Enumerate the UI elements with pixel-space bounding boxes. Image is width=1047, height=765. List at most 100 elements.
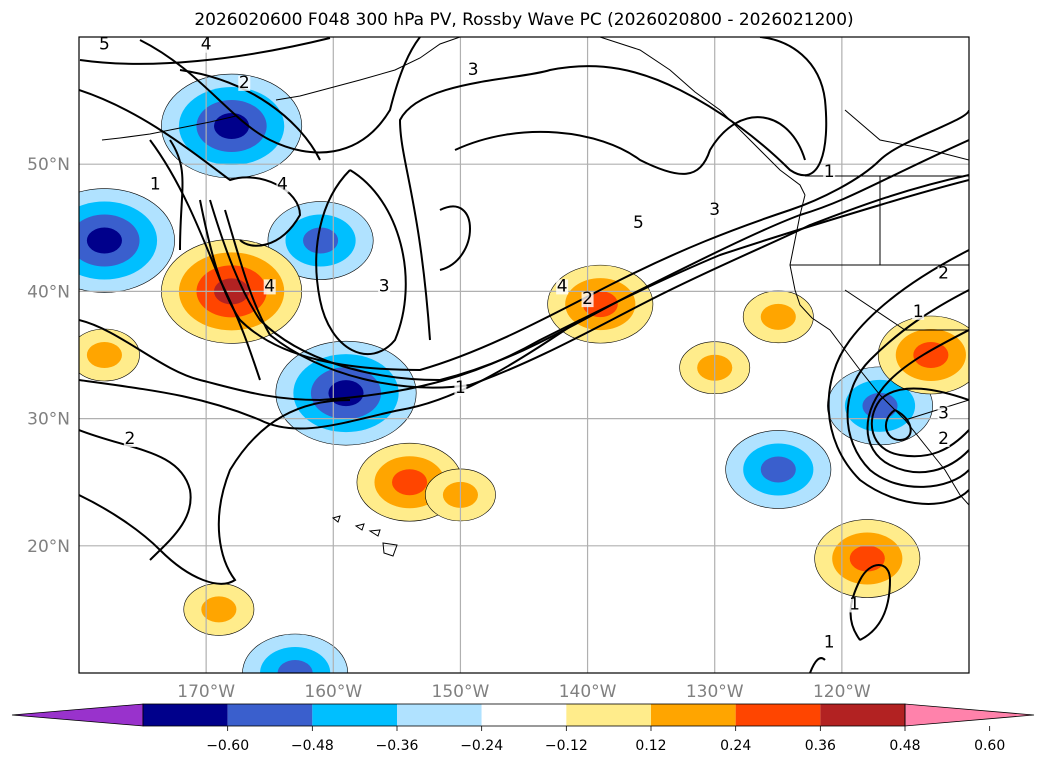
contour-label-bg <box>848 597 861 613</box>
contour-label: 3 <box>468 60 479 80</box>
pv-contour-line <box>79 319 581 430</box>
negative-anomaly <box>79 188 175 293</box>
colorbar-extend-high <box>904 703 1035 727</box>
lon-tick-label: 150°W <box>432 682 490 702</box>
lat-tick-label: 50°N <box>27 155 70 175</box>
aleutian-islands <box>101 115 237 141</box>
map-frame <box>78 36 970 674</box>
contour-label-bg <box>238 75 251 91</box>
contour-label-bg <box>556 279 569 295</box>
anomaly-level <box>86 342 122 368</box>
negative-anomaly <box>725 430 832 509</box>
anomaly-level <box>849 545 885 572</box>
contour-label: 2 <box>124 429 135 449</box>
colorbar-tick-label: −0.60 <box>206 738 249 754</box>
colorbar-tick-label: 0.48 <box>889 738 920 754</box>
colorbar-segment <box>312 704 397 726</box>
contour-label: 2 <box>938 264 949 284</box>
gridlines <box>79 37 969 673</box>
hawaii-4 <box>382 542 398 557</box>
colorbar-extend-low <box>11 703 144 727</box>
chart-title: 2026020600 F048 300 hPa PV, Rossby Wave … <box>194 10 853 30</box>
pv-contour-line <box>827 249 969 505</box>
contour-label: 3 <box>709 200 720 220</box>
pv-contour-line <box>79 37 331 65</box>
pv-contour-line <box>439 205 471 271</box>
contour-label-bg <box>823 164 836 180</box>
hawaii-1 <box>331 515 341 523</box>
colorbar-tick-label: 0.36 <box>805 738 836 754</box>
mexico-border <box>904 399 969 421</box>
pv-contour-line <box>315 169 407 356</box>
lat-tick-label: 30°N <box>27 410 70 430</box>
contour-label-bg <box>123 432 136 448</box>
negative-anomaly <box>161 73 303 179</box>
colorbar-segment <box>820 704 905 726</box>
anomaly-level <box>862 392 898 419</box>
contour-label-bg <box>149 177 162 193</box>
contour-label-bg <box>708 203 721 219</box>
contour-label-bg <box>263 279 276 295</box>
colorbar-tick-label: 0.24 <box>720 738 751 754</box>
contour-label-bg <box>200 37 213 53</box>
positive-anomaly <box>877 315 969 395</box>
anomaly-level <box>760 456 796 483</box>
pv-contour-line <box>79 399 351 585</box>
pv-contour-line <box>209 139 969 382</box>
pv-contour-line <box>224 174 969 389</box>
contour-label: 1 <box>913 302 924 322</box>
alaska-coast <box>275 37 461 101</box>
pv-contours <box>79 37 969 673</box>
positive-anomaly <box>742 290 814 344</box>
contour-label-bg <box>937 432 950 448</box>
lon-tick-label: 120°W <box>813 682 871 702</box>
colorbar-segment <box>651 704 736 726</box>
colorbar-segment <box>735 704 821 726</box>
canada-province-lines <box>844 109 969 161</box>
pv-contour-line <box>79 179 969 402</box>
contour-label-bg <box>467 63 480 79</box>
contour-label: 5 <box>99 35 110 55</box>
contour-label: 4 <box>264 276 275 296</box>
contour-label-bg <box>276 177 289 193</box>
contour-label-bg <box>912 304 925 320</box>
colorbar-tick-label: −0.48 <box>291 738 334 754</box>
colorbar-tick-label: 0.60 <box>974 738 1005 754</box>
contour-label: 1 <box>849 594 860 614</box>
contour-label: 5 <box>633 213 644 233</box>
contour-label-bg <box>378 279 391 295</box>
contour-label: 3 <box>938 404 949 424</box>
colorbar-tick-label: 0.12 <box>635 738 666 754</box>
lat-tick-label: 20°N <box>27 537 70 557</box>
contour-label: 1 <box>150 175 161 195</box>
contour-label: 2 <box>582 289 593 309</box>
contour-label-bg <box>98 37 111 53</box>
north-america-west-coast <box>789 194 969 506</box>
pv-contour-line <box>885 409 912 442</box>
hawaii-3 <box>368 529 381 537</box>
pv-contour-line <box>809 657 826 673</box>
contour-label: 1 <box>455 378 466 398</box>
pv-contour-line <box>846 289 969 488</box>
contour-label: 2 <box>239 73 250 93</box>
colorbar-segment <box>481 704 567 726</box>
lon-tick-label: 170°W <box>177 682 235 702</box>
contour-label-bg <box>632 215 645 231</box>
colorbar-tick-label: −0.24 <box>460 738 503 754</box>
pv-contour-line <box>139 37 421 154</box>
pv-contour-line <box>79 89 302 247</box>
contour-label-bg <box>581 292 594 308</box>
positive-anomaly <box>79 328 140 382</box>
colorbar: −0.60 −0.48 −0.36 −0.24 −0.12 0.12 0.24 0.36 0.4… <box>11 703 1035 754</box>
lat-tick-label: 40°N <box>27 282 70 302</box>
colorbar-segment <box>143 704 228 726</box>
pv-contour-line <box>79 429 192 561</box>
contour-label-bg <box>937 266 950 282</box>
contour-label: 4 <box>557 276 568 296</box>
longitude-ticks: 170°W 160°W 150°W 140°W 130°W 120°W <box>177 682 871 702</box>
colorbar-frame <box>142 703 906 727</box>
anomaly-level <box>201 596 237 623</box>
